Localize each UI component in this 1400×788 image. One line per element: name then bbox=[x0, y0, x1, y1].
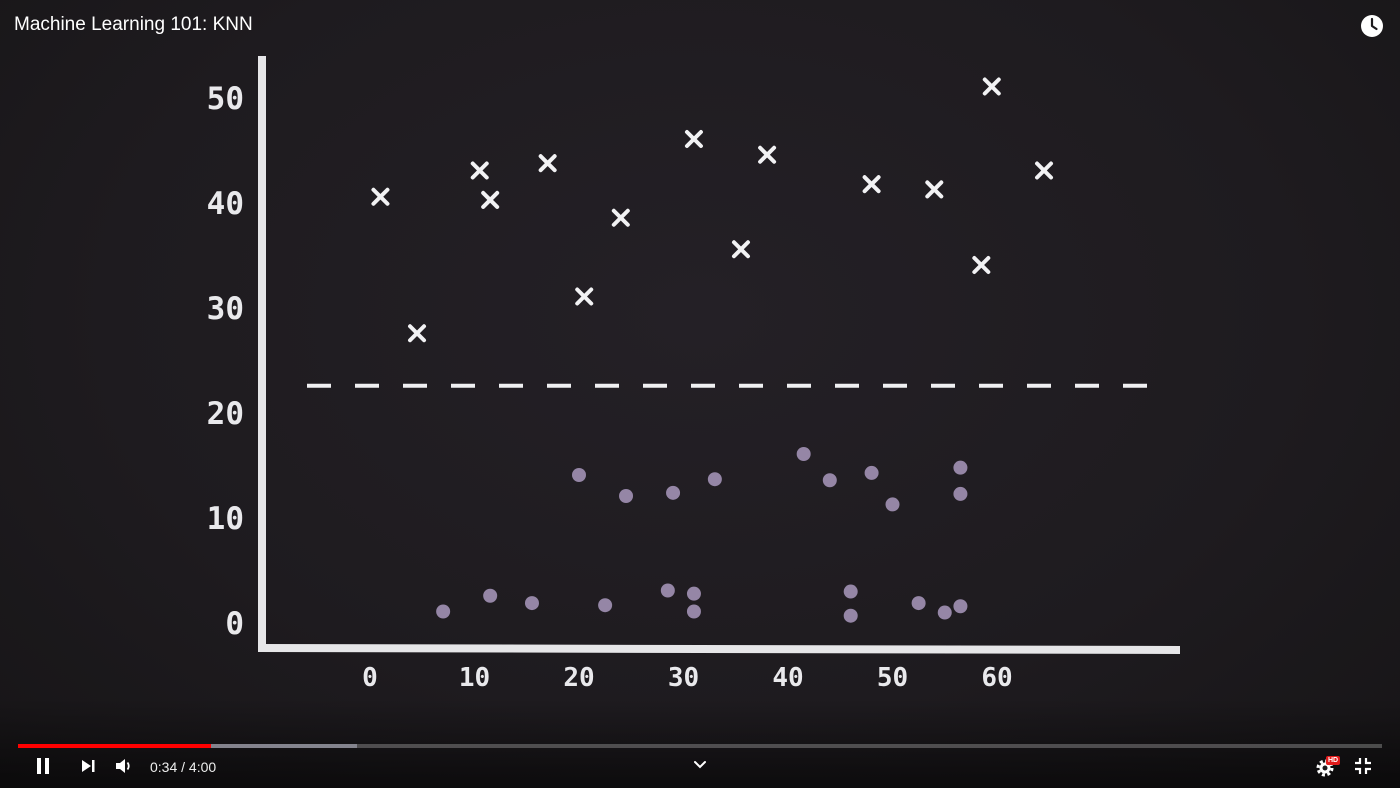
circle-point bbox=[660, 583, 675, 598]
cross-point bbox=[371, 187, 390, 206]
cross-point bbox=[481, 190, 500, 209]
circle-point bbox=[953, 599, 968, 614]
circle-point bbox=[911, 596, 926, 611]
circle-point bbox=[707, 472, 722, 487]
circle-point bbox=[822, 473, 837, 488]
y-tick-label: 10 bbox=[207, 501, 244, 537]
y-tick-label: 40 bbox=[207, 186, 244, 222]
time-display: 0:34 / 4:00 bbox=[150, 759, 216, 775]
x-tick-label: 60 bbox=[981, 663, 1012, 693]
circle-point bbox=[885, 497, 900, 512]
duration: 4:00 bbox=[188, 759, 217, 775]
cross-point bbox=[408, 324, 427, 343]
cross-point bbox=[611, 208, 630, 227]
y-tick-label: 30 bbox=[207, 291, 244, 327]
circle-point bbox=[666, 485, 681, 500]
pause-icon bbox=[33, 756, 53, 781]
cross-point bbox=[862, 175, 881, 194]
mute-button[interactable] bbox=[112, 755, 136, 781]
circle-point bbox=[796, 447, 811, 461]
cross-point bbox=[982, 77, 1001, 96]
x-tick-label: 40 bbox=[772, 663, 803, 693]
current-time: 0:34 bbox=[150, 759, 178, 775]
x-tick-label: 10 bbox=[459, 663, 490, 693]
circle-point bbox=[953, 460, 968, 475]
circle-point bbox=[572, 468, 586, 482]
cross-point bbox=[575, 287, 594, 306]
skip-next-icon bbox=[79, 757, 97, 780]
circle-point bbox=[598, 598, 613, 613]
chevron-down-icon bbox=[693, 757, 707, 775]
circle-point bbox=[436, 604, 451, 619]
exit-fullscreen-button[interactable] bbox=[1350, 755, 1376, 781]
progress-played bbox=[18, 744, 212, 748]
x-tick-label: 0 bbox=[362, 663, 378, 693]
cross-point bbox=[684, 130, 703, 148]
circle-point bbox=[843, 584, 858, 599]
x-axis bbox=[257, 644, 1181, 654]
settings-button[interactable]: HD bbox=[1310, 755, 1341, 781]
volume-icon bbox=[114, 756, 134, 781]
circle-point bbox=[619, 489, 634, 503]
cross-point bbox=[731, 240, 750, 259]
settings-icon bbox=[1314, 757, 1336, 779]
circle-point bbox=[953, 486, 968, 501]
cross-point bbox=[538, 154, 557, 173]
circle-point bbox=[483, 588, 498, 603]
chevron-toggle[interactable] bbox=[690, 756, 710, 776]
x-tick-label: 20 bbox=[563, 663, 594, 693]
cross-point bbox=[1035, 161, 1054, 180]
cross-point bbox=[470, 161, 489, 180]
circle-point bbox=[686, 604, 701, 619]
video-title: Machine Learning 101: KNN bbox=[14, 14, 253, 35]
cross-point bbox=[758, 145, 777, 164]
circle-point bbox=[686, 586, 701, 601]
circle-point bbox=[524, 596, 539, 611]
y-tick-label: 50 bbox=[207, 81, 244, 117]
y-tick-label: 20 bbox=[207, 396, 244, 432]
hd-badge-icon: HD bbox=[1326, 756, 1341, 765]
cross-point bbox=[925, 180, 944, 199]
exit-fullscreen-icon bbox=[1353, 756, 1373, 781]
pause-button[interactable] bbox=[30, 755, 56, 781]
circle-point bbox=[937, 605, 952, 620]
cross-point bbox=[972, 256, 991, 274]
circle-point bbox=[864, 465, 879, 480]
x-tick-label: 30 bbox=[668, 663, 699, 693]
next-button[interactable] bbox=[76, 755, 100, 781]
circle-point bbox=[843, 608, 858, 623]
x-tick-label: 50 bbox=[877, 663, 908, 693]
time-separator: / bbox=[177, 759, 189, 775]
y-tick-label: 0 bbox=[225, 606, 244, 642]
clock-icon[interactable] bbox=[1360, 14, 1384, 38]
progress-bar[interactable] bbox=[18, 744, 1382, 748]
